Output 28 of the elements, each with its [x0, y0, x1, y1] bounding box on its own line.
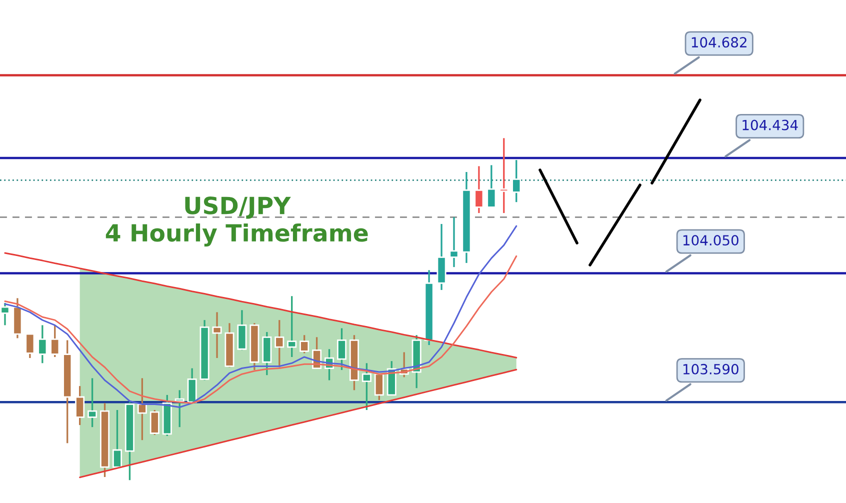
candlestick — [38, 324, 48, 364]
candlestick — [512, 159, 522, 203]
candlestick — [237, 309, 247, 351]
candlestick — [499, 137, 509, 214]
candlestick — [75, 385, 85, 426]
candlestick — [25, 333, 35, 359]
candlestick — [274, 319, 284, 368]
text: 104.434 — [742, 120, 798, 130]
candlestick — [212, 311, 222, 359]
candlestick — [0, 302, 10, 326]
candlestick — [137, 377, 147, 441]
candlestick — [336, 327, 346, 371]
text: 103.590 — [683, 364, 738, 374]
candlestick — [112, 409, 122, 469]
candlestick — [287, 295, 297, 358]
candlestick — [486, 164, 496, 208]
candlestick — [88, 377, 98, 428]
candlestick — [474, 165, 484, 214]
candlestick — [50, 324, 60, 358]
text: 104.682 — [692, 37, 746, 48]
candlestick — [187, 367, 197, 404]
candlestick — [300, 334, 310, 354]
candlestick — [449, 216, 459, 268]
text: 104.050 — [683, 235, 738, 246]
candlestick — [150, 409, 160, 436]
candlestick — [362, 362, 372, 411]
text: USD/JPY 4 Hourly Timeframe — [106, 196, 368, 247]
candlestick — [374, 373, 384, 401]
